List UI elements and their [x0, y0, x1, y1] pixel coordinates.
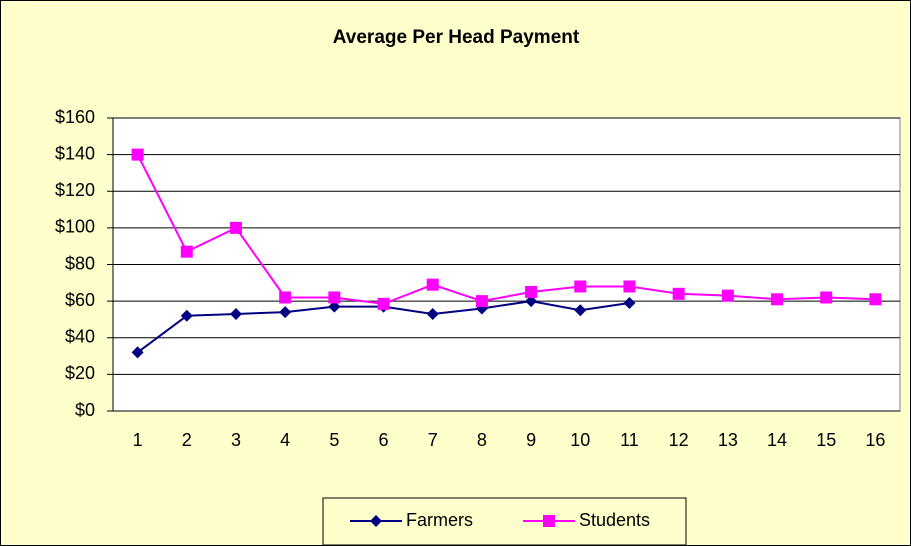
x-tick-label: 4	[280, 430, 290, 450]
marker	[131, 148, 144, 161]
marker	[475, 295, 488, 308]
marker	[377, 297, 390, 310]
x-tick-label: 15	[816, 430, 836, 450]
marker	[574, 280, 587, 293]
x-tick-label: 14	[767, 430, 787, 450]
marker	[721, 289, 734, 302]
series-line	[136, 154, 876, 305]
y-tick-label: $100	[55, 217, 95, 237]
marker	[370, 515, 382, 527]
marker	[328, 291, 341, 304]
x-tick-label: 13	[718, 430, 738, 450]
marker	[328, 300, 341, 313]
marker	[623, 280, 636, 293]
marker	[672, 287, 685, 300]
marker	[426, 307, 439, 320]
marker	[131, 346, 144, 359]
x-tick-label: 1	[133, 430, 143, 450]
marker	[771, 293, 784, 306]
x-tick-label: 9	[526, 430, 536, 450]
y-tick-label: $80	[65, 253, 95, 273]
x-tick-label: 16	[865, 430, 885, 450]
x-tick-label: 7	[428, 430, 438, 450]
marker	[525, 285, 538, 298]
x-tick-label: 11	[620, 430, 639, 450]
y-tick-label: $160	[55, 107, 95, 127]
marker	[574, 304, 587, 317]
chart-title: Average Per Head Payment	[333, 27, 580, 48]
x-tick-label: 8	[477, 430, 487, 450]
y-tick-label: $140	[55, 143, 95, 163]
x-tick-label: 2	[182, 430, 192, 450]
x-tick-label: 12	[669, 430, 689, 450]
y-tick-label: $40	[65, 327, 95, 347]
y-tick-label: $0	[75, 400, 95, 420]
y-tick-label: $120	[55, 180, 95, 200]
y-tick-label: $60	[65, 290, 95, 310]
x-tick-label: 10	[570, 430, 590, 450]
marker	[543, 515, 555, 527]
marker	[525, 295, 538, 308]
marker	[869, 293, 882, 306]
marker	[426, 278, 439, 291]
marker	[229, 221, 242, 234]
marker	[180, 309, 193, 322]
marker	[279, 306, 292, 319]
marker	[623, 296, 636, 309]
legend-label: Farmers	[406, 510, 473, 530]
x-tick-label: 5	[329, 430, 339, 450]
x-tick-label: 6	[379, 430, 389, 450]
marker	[820, 291, 833, 304]
y-tick-label: $20	[65, 363, 95, 383]
marker	[229, 307, 242, 320]
marker	[180, 245, 193, 258]
marker	[279, 291, 292, 304]
x-tick-label: 3	[231, 430, 241, 450]
legend-label: Students	[579, 510, 650, 530]
